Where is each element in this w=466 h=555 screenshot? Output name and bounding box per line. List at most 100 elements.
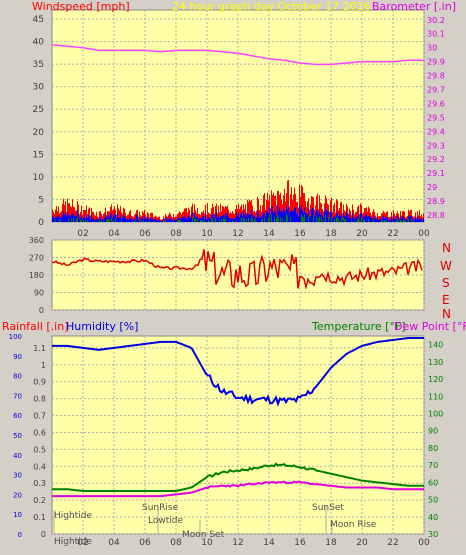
temp-panel-grid	[52, 336, 425, 535]
temperature-tick-label: 130	[428, 358, 443, 367]
humidity-tick-label: 60	[13, 412, 22, 420]
rainfall-tick-label: 0.5	[33, 445, 46, 454]
moonset-label: Moon Set	[182, 530, 225, 540]
barometer-axis-title: Barometer [.in]	[372, 0, 456, 13]
barometer-tick-label: 29.6	[427, 99, 445, 108]
moonrise-label: Moon Rise	[330, 520, 377, 530]
temperature-tick-label: 110	[428, 392, 443, 401]
hightide-label-bottom: Hightide	[54, 537, 92, 547]
humidity-tick-label: 50	[13, 432, 22, 440]
temp-panel-series	[52, 337, 424, 498]
temperature-line	[52, 462, 424, 492]
windspeed-tick-label: 35	[33, 60, 44, 70]
temp-x-tick-label: 22	[387, 538, 398, 548]
sunset-label: SunSet	[312, 503, 344, 513]
humidity-tick-label: 100	[9, 333, 22, 341]
compass-n-top: N	[442, 241, 451, 255]
temp-x-tick-label: 02	[77, 538, 88, 548]
humidity-tick-label: 70	[13, 392, 22, 400]
direction-tick-label: 360	[29, 236, 44, 245]
windspeed-axis-title: Windspeed [mph]	[32, 0, 130, 13]
temp-x-tick-label: 06	[139, 538, 151, 548]
temperature-tick-label: 50	[428, 496, 438, 505]
wind-panel-labels: 0 5 10 15 20 25 30 35 40 45 28.8 28.9 29 29.1 29.2 29.3…	[33, 15, 445, 239]
direction-panel-labels: 0 90 180 270 360	[29, 236, 44, 315]
barometer-tick-label: 29.8	[427, 72, 445, 81]
humidity-axis-title: Humidity [%]	[66, 320, 138, 333]
sunrise-label: SunRise	[142, 503, 179, 513]
temperature-tick-label: 70	[428, 461, 438, 470]
lowtide-label: Lowtide	[148, 516, 183, 526]
wind-x-tick-label: 00	[418, 229, 430, 239]
temperature-tick-label: 90	[428, 427, 438, 436]
barometer-tick-label: 30.1	[427, 30, 445, 39]
wind-x-tick-label: 12	[232, 229, 243, 239]
rainfall-tick-label: 0.9	[33, 378, 46, 387]
windspeed-tick-label: 40	[33, 38, 45, 48]
temperature-tick-label: 120	[428, 375, 443, 384]
direction-panel-series	[51, 249, 423, 290]
barometer-tick-label: 28.8	[427, 211, 445, 220]
barometer-tick-label: 30.2	[427, 16, 445, 25]
barometer-tick-label: 29.1	[427, 169, 445, 178]
humidity-tick-label: 30	[13, 472, 22, 480]
rainfall-tick-label: 0.1	[33, 513, 46, 522]
humidity-tick-label: 40	[13, 452, 22, 460]
wind-x-tick-label: 16	[294, 229, 306, 239]
temperature-tick-label: 30	[428, 530, 438, 539]
humidity-tick-label: 0	[18, 531, 22, 539]
astro-annotations: Hightide Hightide SunRise Lowtide Moon S…	[53, 503, 377, 547]
dewpoint-line	[52, 480, 424, 498]
temp-x-tick-label: 04	[108, 538, 120, 548]
temperature-tick-label: 140	[428, 341, 443, 350]
direction-line	[51, 249, 423, 290]
barometer-tick-label: 28.9	[427, 197, 445, 206]
humidity-line	[52, 337, 424, 407]
wind-x-tick-label: 14	[263, 229, 275, 239]
wind-x-tick-label: 20	[356, 229, 368, 239]
compass-s: S	[442, 276, 450, 290]
compass-w: W	[440, 259, 452, 273]
temp-panel-labels: 0 0.1 0.2 0.3 0.4 0.5 0.6 0.7 0.8 0.9 1 1.1 0 10 20 30 4…	[9, 333, 444, 548]
barometer-tick-label: 29	[427, 183, 437, 192]
rainfall-tick-label: 0.2	[33, 496, 46, 505]
temp-x-tick-label: 18	[325, 538, 337, 548]
windspeed-tick-label: 20	[33, 128, 45, 138]
barometer-tick-label: 29.4	[427, 127, 445, 136]
compass-e: E	[442, 293, 450, 307]
temperature-axis-title: Temperature [°F]	[311, 320, 406, 333]
barometer-tick-label: 29.5	[427, 113, 445, 122]
temperature-tick-label: 100	[428, 409, 443, 418]
barometer-tick-label: 29.9	[427, 58, 445, 67]
humidity-tick-label: 80	[13, 373, 22, 381]
humidity-tick-label: 90	[13, 353, 22, 361]
windspeed-tick-label: 45	[33, 15, 44, 25]
wind-x-tick-label: 08	[170, 229, 182, 239]
wind-x-tick-label: 04	[108, 229, 120, 239]
temp-x-tick-label: 20	[356, 538, 368, 548]
barometer-tick-label: 29.3	[427, 141, 445, 150]
wind-x-tick-label: 22	[387, 229, 398, 239]
dewpoint-axis-title: Dew Point [°F]	[394, 320, 466, 333]
barometer-tick-label: 29.2	[427, 155, 445, 164]
wind-x-tick-label: 02	[77, 229, 88, 239]
windspeed-tick-label: 25	[33, 105, 44, 115]
direction-tick-label: 180	[29, 271, 44, 280]
direction-tick-label: 270	[29, 254, 44, 263]
rainfall-tick-label: 0.8	[33, 395, 46, 404]
windspeed-tick-label: 30	[33, 83, 45, 93]
windspeed-tick-label: 15	[33, 150, 44, 160]
compass-labels: N W S E N	[440, 241, 452, 321]
rainfall-tick-label: 0.6	[33, 428, 46, 437]
direction-tick-label: 0	[39, 306, 44, 315]
windspeed-tick-label: 10	[33, 173, 45, 183]
rainfall-tick-label: 0.4	[33, 462, 46, 471]
rainfall-tick-label: 1.1	[33, 344, 46, 353]
compass-n-bottom: N	[442, 307, 451, 321]
wind-x-tick-label: 06	[139, 229, 151, 239]
temperature-tick-label: 40	[428, 513, 438, 522]
windspeed-tick-label: 0	[38, 218, 44, 228]
wind-x-tick-label: 10	[201, 229, 213, 239]
rainfall-tick-label: 0	[41, 530, 46, 539]
